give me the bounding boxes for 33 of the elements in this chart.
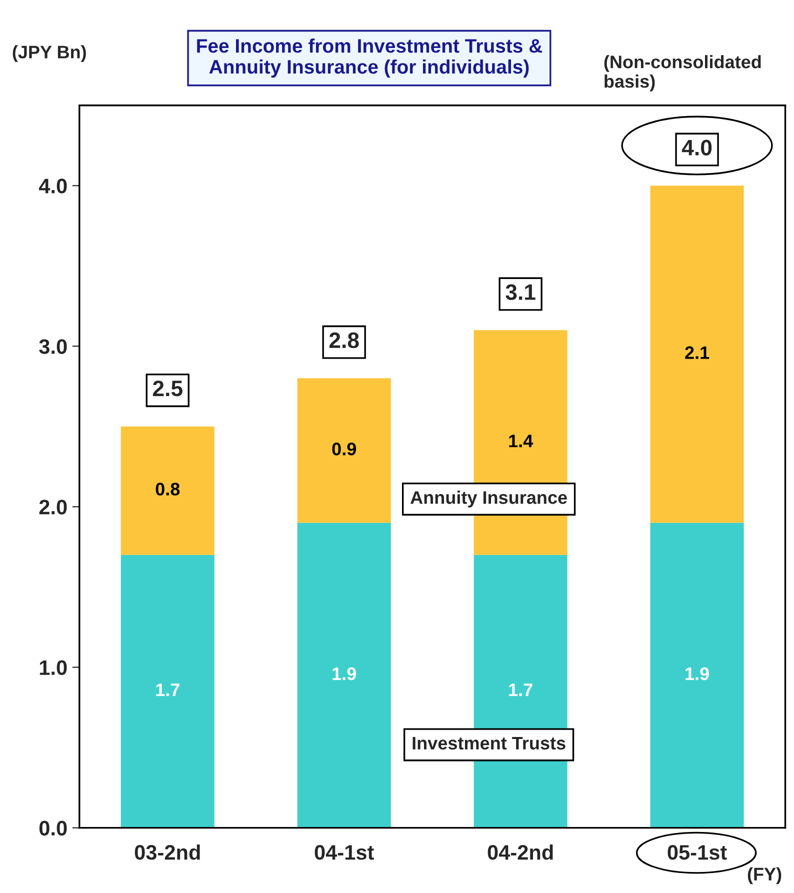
total-label: 2.5 <box>152 380 182 396</box>
data-label: 1.9 <box>332 667 356 680</box>
x-tick-label: 04-2nd <box>488 844 553 860</box>
y-tick-label: 0.0 <box>39 820 67 836</box>
data-label: 1.4 <box>509 434 534 448</box>
bar <box>650 522 744 828</box>
x-tick-label: 05-1st <box>668 845 727 860</box>
y-axis-title: (JPY Bn) <box>12 45 86 62</box>
bar <box>297 522 391 828</box>
bar <box>297 378 391 523</box>
x-axis-title: (FY) <box>748 867 782 884</box>
bar <box>120 554 214 828</box>
total-label: 4.0 <box>682 140 712 156</box>
y-tick-label: 1.0 <box>40 660 67 676</box>
text: (Non-consolidated basis) <box>604 55 761 92</box>
data-label: 2.1 <box>685 346 710 359</box>
series-label: Investment Trusts <box>412 736 566 750</box>
y-tick-label: 3.0 <box>39 339 67 354</box>
total-label: 2.8 <box>329 332 359 348</box>
bar <box>650 186 744 523</box>
data-label: 1.7 <box>509 684 532 696</box>
chart-title: Fee Income from Investment Trusts & Annuity Insurance (for individuals) <box>197 38 542 78</box>
series-label: Annuity Insurance <box>410 490 567 508</box>
data-label: 1.7 <box>156 684 180 696</box>
bar <box>120 426 214 555</box>
data-label: 0.9 <box>332 442 356 456</box>
y-tick-label: 4.0 <box>38 178 67 194</box>
x-tick-label: 04-1st <box>314 845 374 860</box>
data-label: 1.9 <box>686 667 709 680</box>
total-label: 3.1 <box>506 284 536 300</box>
x-tick-label: 03-2nd <box>134 844 200 860</box>
data-label: 0.8 <box>156 482 180 496</box>
y-tick-label: 2.0 <box>39 500 67 514</box>
